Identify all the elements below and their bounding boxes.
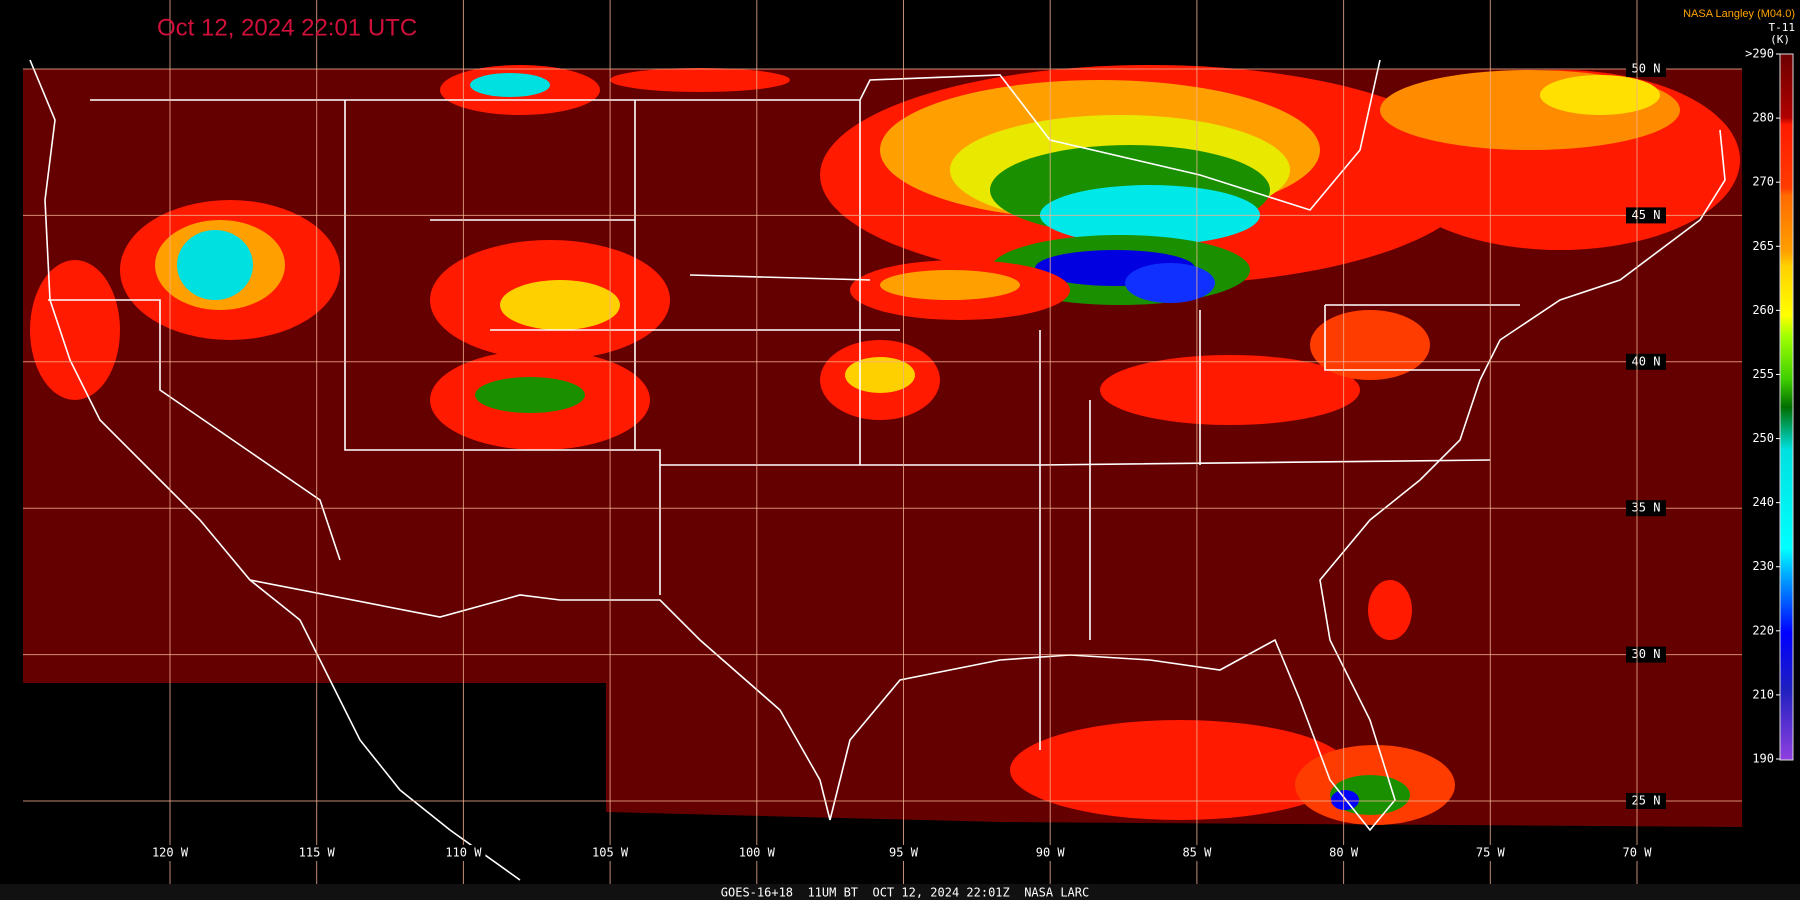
label-bg — [1028, 845, 1073, 861]
no-data-area — [23, 683, 606, 833]
credit: NASA Langley (M04.0) — [1683, 8, 1795, 20]
cloud — [475, 377, 585, 413]
border — [430, 100, 1491, 466]
legend-label: 190 — [1752, 752, 1774, 766]
footer: GOES-16+18 11UM BT OCT 12, 2024 22:01Z N… — [721, 886, 1089, 900]
label-bg — [148, 845, 192, 861]
latitude-label: 25 N — [1632, 794, 1661, 808]
label-bg — [881, 845, 926, 861]
longitude-label: 110 W — [445, 846, 482, 860]
latitude-label: 45 N — [1632, 208, 1661, 222]
legend-label: 220 — [1752, 623, 1774, 637]
cloud-imagery — [30, 65, 1740, 825]
label-bg — [441, 845, 486, 861]
label-bg — [1626, 207, 1666, 224]
label-bg — [734, 845, 779, 861]
border — [48, 299, 341, 561]
cloud — [500, 280, 620, 330]
legend-label: 210 — [1752, 687, 1774, 701]
border — [1039, 304, 1520, 750]
latitude-label: 35 N — [1632, 501, 1661, 515]
label-bg — [1626, 500, 1666, 517]
label-bg — [1626, 61, 1666, 77]
cloud — [610, 68, 790, 92]
label-bg — [1626, 793, 1666, 809]
legend-unit: (K) — [1770, 33, 1790, 46]
longitude-label: 85 W — [1182, 846, 1212, 860]
longitude-label: 80 W — [1329, 846, 1359, 860]
border — [344, 100, 661, 595]
legend-label: 230 — [1752, 559, 1774, 573]
cloud — [880, 270, 1020, 300]
label-bg — [588, 845, 633, 861]
legend-label: >290 — [1745, 47, 1774, 61]
cloud — [1310, 310, 1430, 380]
border — [249, 579, 831, 821]
latitude-label: 30 N — [1632, 647, 1661, 661]
legend-labels: >290 280 270 265 260 255 250 240 230 220 210 190 — [1745, 47, 1780, 766]
legend-label: 265 — [1752, 239, 1774, 253]
longitude-label: 120 W — [152, 846, 189, 860]
legend-label: 270 — [1752, 175, 1774, 189]
longitude-label: 75 W — [1476, 846, 1506, 860]
graticule: 50 N 45 N 40 N 35 N 30 N 25 N 120 W 115 W 110 W 1… — [23, 0, 1742, 884]
cloud — [1368, 580, 1412, 640]
longitude-label: 90 W — [1036, 846, 1066, 860]
latitude-label: 50 N — [1632, 62, 1661, 76]
legend-label: 240 — [1752, 495, 1774, 509]
title: Oct 12, 2024 22:01 UTC — [157, 14, 417, 41]
label-bg — [1626, 646, 1666, 663]
longitude-label: 100 W — [739, 846, 776, 860]
cloud — [845, 357, 915, 393]
legend-label: 260 — [1752, 303, 1774, 317]
cloud — [1010, 720, 1350, 820]
legend-label: 255 — [1752, 367, 1774, 381]
label-bg — [1174, 845, 1219, 861]
longitude-label: 95 W — [889, 846, 919, 860]
coastline — [29, 59, 521, 881]
cloud — [177, 230, 253, 300]
label-bg — [1615, 845, 1659, 861]
label-bg — [294, 845, 339, 861]
cloud — [1100, 355, 1360, 425]
latitude-label: 40 N — [1632, 354, 1661, 368]
label-bg — [1321, 845, 1366, 861]
legend-title: T-11 — [1769, 21, 1796, 34]
no-data-area — [606, 812, 1742, 900]
longitude-label: 70 W — [1623, 846, 1653, 860]
cloud — [1125, 263, 1215, 303]
cloud — [470, 73, 550, 97]
label-bg — [1468, 845, 1513, 861]
colorbar — [1779, 53, 1794, 761]
cloud — [1540, 75, 1660, 115]
legend-label: 280 — [1752, 111, 1774, 125]
footer-bar — [0, 884, 1800, 900]
legend-label: 250 — [1752, 431, 1774, 445]
longitude-label: 115 W — [299, 846, 336, 860]
longitude-label: 105 W — [592, 846, 629, 860]
cloud — [30, 260, 120, 400]
label-bg — [1626, 353, 1666, 370]
